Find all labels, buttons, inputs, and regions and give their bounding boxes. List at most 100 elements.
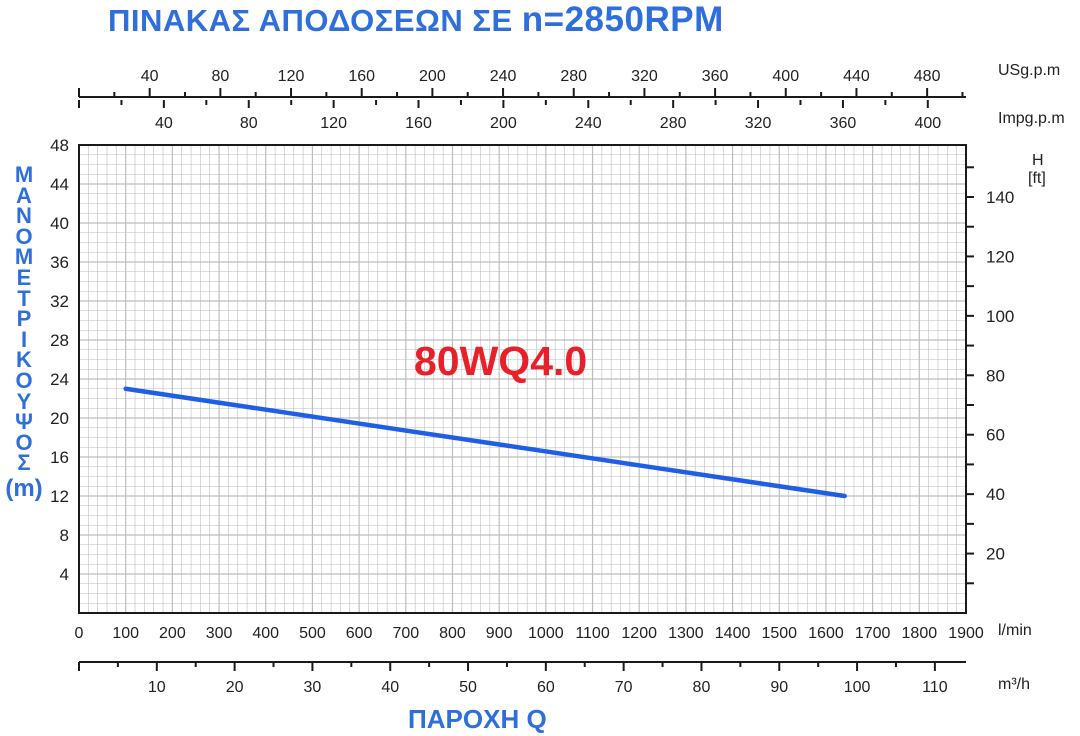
y-unit-h: H [1032, 152, 1044, 169]
x-tick-label-impgpm: 320 [745, 115, 772, 132]
x-tick-label-usgpm: 80 [211, 68, 229, 85]
x-tick-label-m3h: 110 [922, 679, 948, 696]
y-tick-label-m: 24 [50, 370, 69, 389]
x-tick-label-impgpm: 120 [320, 115, 347, 132]
x-tick-label-impgpm: 400 [914, 115, 941, 132]
y-axis-title-letter: Σ [17, 450, 31, 476]
x-tick-label-m3h: 40 [381, 679, 399, 696]
y-tick-label-ft: 80 [986, 366, 1005, 385]
y-unit-ft: [ft] [1028, 170, 1046, 187]
x-tick-label-m3h: 30 [304, 679, 322, 696]
x-tick-label-m3h: 50 [459, 679, 477, 696]
x-axis-title: ΠΑΡΟΧΗ Q [408, 704, 547, 734]
x-tick-label-m3h: 80 [693, 679, 711, 696]
x-tick-label-impgpm: 360 [830, 115, 857, 132]
y-tick-label-m: 36 [50, 253, 69, 272]
y-tick-label-m: 28 [50, 331, 69, 350]
y-axis-title-letter: Υ [16, 388, 32, 414]
x-tick-label-impgpm: 200 [490, 115, 517, 132]
x-tick-label-lmin: 1200 [621, 625, 657, 642]
x-tick-label-lmin: 1700 [855, 625, 891, 642]
plot-frame [78, 144, 967, 614]
x-tick-label-lmin: 100 [112, 625, 139, 642]
x-tick-label-m3h: 60 [537, 679, 555, 696]
y-tick-label-m: 16 [50, 448, 69, 467]
y-axis-title-unit: (m) [5, 475, 43, 502]
y-tick-label-m: 44 [50, 175, 69, 194]
y-axis-title-letter: Ο [15, 368, 33, 393]
x-tick-label-impgpm: 40 [155, 115, 173, 132]
x-unit-lmin: l/min [998, 622, 1032, 639]
x-tick-label-lmin: 700 [392, 625, 419, 642]
y-axis-title-letter: Τ [17, 285, 31, 311]
y-tick-label-m: 20 [50, 409, 69, 428]
x-tick-label-usgpm: 320 [631, 68, 658, 85]
y-axis-title-letter: Ο [15, 223, 33, 249]
x-tick-label-lmin: 1900 [948, 625, 984, 642]
y-tick-label-ft: 20 [986, 545, 1005, 564]
x-tick-label-lmin: 500 [299, 625, 326, 642]
x-tick-label-lmin: 1400 [715, 625, 751, 642]
x-tick-label-m3h: 90 [770, 679, 788, 696]
x-tick-label-lmin: 1500 [761, 625, 797, 642]
x-tick-label-usgpm: 240 [490, 68, 517, 85]
chart-title: ΠΙΝΑΚΑΣ ΑΠΟΔΟΣΕΩΝ ΣΕ n=2850RPM [108, 0, 724, 40]
x-tick-label-lmin: 200 [159, 625, 186, 642]
chart-grid [78, 144, 967, 614]
chart-title-prefix: ΠΙΝΑΚΑΣ ΑΠΟΔΟΣΕΩΝ ΣΕ [108, 3, 522, 38]
chart-tick-labels: 4812162024283236404448204060801001201400… [50, 68, 1014, 696]
y-tick-label-m: 48 [50, 136, 69, 155]
chart-series [123, 386, 847, 499]
x-unit-m3h: m³/h [998, 676, 1030, 693]
y-axis-title-letter: Κ [16, 347, 32, 373]
y-axis-title-letter: Α [16, 182, 32, 208]
y-axis-title-letter: Ψ [15, 409, 33, 435]
y-axis-title-letter: Μ [14, 244, 34, 270]
x-tick-label-lmin: 400 [252, 625, 279, 642]
x-tick-label-lmin: 1100 [575, 625, 610, 642]
x-tick-label-lmin: 1800 [902, 625, 938, 642]
chart-axes [78, 88, 974, 671]
model-label: 80WQ4.0 [414, 338, 588, 384]
chart-title-speed: n=2850RPM [521, 0, 724, 39]
x-tick-label-usgpm: 360 [702, 68, 729, 85]
x-tick-label-usgpm: 480 [914, 68, 941, 85]
y-tick-label-ft: 60 [986, 426, 1005, 445]
x-tick-label-usgpm: 40 [141, 68, 159, 85]
x-tick-label-impgpm: 160 [405, 115, 432, 132]
y-tick-label-m: 40 [50, 214, 69, 233]
x-tick-label-m3h: 100 [844, 679, 871, 696]
x-tick-label-lmin: 1300 [668, 625, 704, 642]
y-axis-title-letter: Ε [16, 265, 32, 290]
x-tick-label-usgpm: 400 [772, 68, 799, 85]
y-tick-label-m: 32 [50, 292, 69, 311]
x-tick-label-lmin: 900 [486, 625, 513, 642]
x-tick-label-lmin: 0 [75, 625, 84, 642]
y-tick-label-m: 12 [50, 487, 69, 506]
y-axis-title-letter: Ρ [16, 306, 32, 332]
y-tick-label-ft: 40 [986, 485, 1005, 504]
y-tick-label-ft: 120 [986, 247, 1014, 266]
y-axis-title-letter: Ι [20, 326, 28, 352]
x-tick-label-lmin: 1000 [528, 625, 564, 642]
x-tick-label-lmin: 300 [206, 625, 233, 642]
x-tick-label-m3h: 20 [226, 679, 244, 696]
x-unit-usgpm: USg.p.m [998, 62, 1061, 79]
y-axis-title-letter: Ο [15, 429, 33, 455]
x-tick-label-usgpm: 200 [419, 68, 446, 85]
x-tick-label-usgpm: 160 [348, 68, 375, 85]
x-tick-label-lmin: 800 [439, 625, 466, 642]
x-unit-impgpm: Impg.p.m [998, 110, 1065, 127]
x-tick-label-usgpm: 440 [843, 68, 870, 85]
y-axis-title-letter: Ν [16, 203, 32, 229]
x-tick-label-usgpm: 280 [560, 68, 587, 85]
x-tick-label-lmin: 600 [346, 625, 373, 642]
x-tick-label-impgpm: 240 [575, 115, 602, 132]
y-axis-title-letter: Μ [14, 162, 34, 187]
x-tick-label-m3h: 70 [615, 679, 633, 696]
y-tick-label-ft: 100 [986, 307, 1014, 326]
x-tick-label-impgpm: 280 [660, 115, 687, 132]
series-line-80WQ4.0 [123, 386, 847, 499]
x-tick-label-m3h: 10 [148, 679, 166, 696]
